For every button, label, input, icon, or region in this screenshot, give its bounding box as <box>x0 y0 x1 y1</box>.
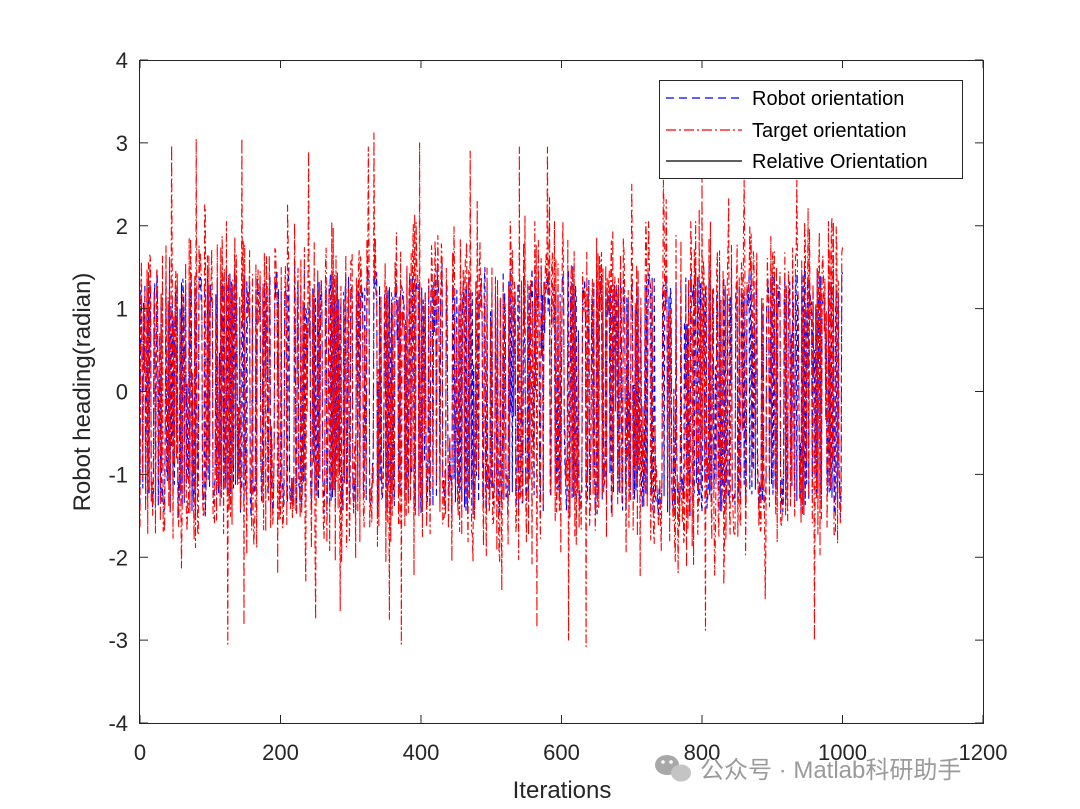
plot-lines <box>139 132 844 648</box>
legend-label-robot-orientation: Robot orientation <box>752 88 904 110</box>
wechat-icon <box>655 755 691 782</box>
y-tick-label: 3 <box>116 131 128 156</box>
series-line-target-orientation <box>139 132 844 648</box>
y-axis-title: Robot heading(radian) <box>69 273 96 512</box>
x-tick-label: 200 <box>262 740 299 765</box>
x-tick-label: 400 <box>403 740 440 765</box>
y-tick-label: 0 <box>116 380 128 405</box>
y-axis: -4 -3 -2 -1 0 1 2 3 4 <box>108 48 983 736</box>
y-tick-label: 1 <box>116 297 128 322</box>
y-tick-label: 4 <box>116 48 128 73</box>
y-tick-label: -4 <box>108 711 128 736</box>
x-tick-label: 800 <box>684 740 721 765</box>
y-tick-label: -1 <box>108 462 128 487</box>
x-tick-label: 0 <box>134 740 146 765</box>
watermark: 公众号 · Matlab科研助手 <box>655 755 961 784</box>
legend: Robot orientation Target orientation Rel… <box>659 80 963 179</box>
y-tick-label: -2 <box>108 545 128 570</box>
x-tick-label: 1000 <box>818 740 867 765</box>
x-axis-title: Iterations <box>513 777 612 804</box>
y-tick-label: 2 <box>116 214 128 239</box>
legend-label-target-orientation: Target orientation <box>752 120 907 142</box>
legend-label-relative-orientation: Relative Orientation <box>752 151 928 173</box>
x-axis: 0 200 400 600 800 1000 1200 <box>134 60 1008 765</box>
x-tick-label: 600 <box>543 740 580 765</box>
y-tick-label: -3 <box>108 628 128 653</box>
x-tick-label: 1200 <box>959 740 1008 765</box>
watermark-text: 公众号 · Matlab科研助手 <box>700 757 961 784</box>
